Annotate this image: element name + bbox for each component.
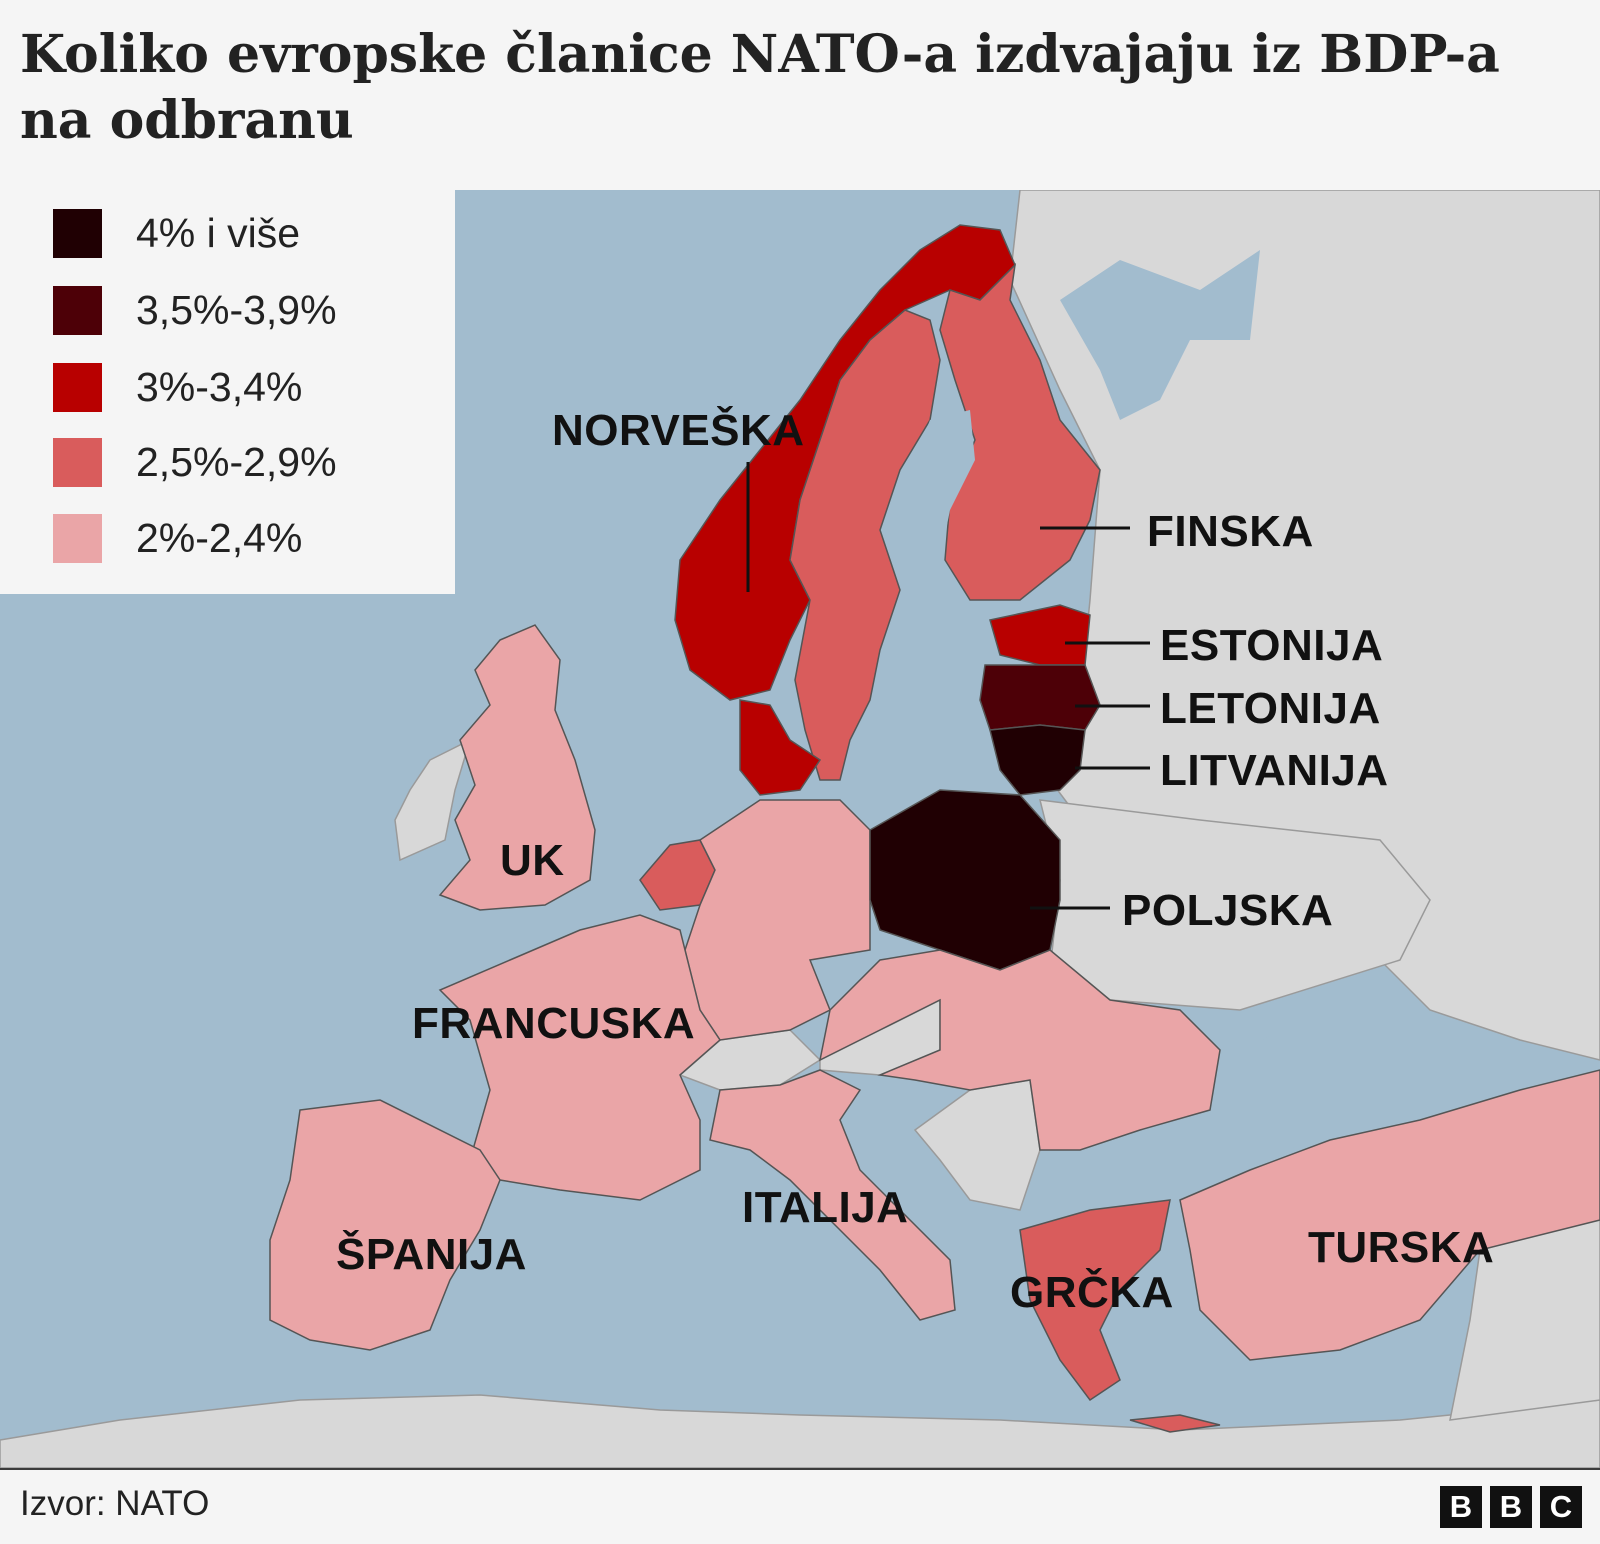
bbc-logo: B B C: [1440, 1486, 1582, 1528]
label-uk: UK: [500, 836, 565, 885]
label-lithuania: LITVANIJA: [1160, 746, 1389, 795]
country-spain: [269, 1099, 501, 1351]
country-turkey: [1179, 1069, 1600, 1361]
label-turkey: TURSKA: [1308, 1223, 1494, 1272]
legend-swatch: [53, 208, 102, 258]
country-lithuania: [989, 724, 1086, 796]
logo-block: B: [1440, 1486, 1482, 1528]
country-crete: [1129, 1414, 1221, 1433]
legend-label: 4% i više: [136, 209, 301, 256]
page-title: Koliko evropske članice NATO-a izdvajaju…: [20, 24, 1500, 151]
white-sea: [1060, 250, 1260, 420]
label-poland: POLJSKA: [1122, 886, 1333, 935]
legend-swatch: [53, 362, 102, 412]
country-greece: [1019, 1199, 1171, 1402]
logo-block: B: [1490, 1486, 1532, 1528]
label-france: FRANCUSKA: [412, 999, 695, 1048]
source-note: Izvor: NATO: [20, 1484, 210, 1523]
label-norway: NORVEŠKA: [552, 404, 805, 455]
label-greece: GRČKA: [1010, 1266, 1174, 1317]
country-france: [438, 914, 721, 1201]
country-czech-hungary-romania: [818, 949, 1221, 1151]
label-italy: ITALIJA: [742, 1183, 908, 1232]
country-labels: NORVEŠKA FINSKA ESTONIJA LETONIJA LITVAN…: [336, 404, 1494, 1317]
gulf-of-bothnia: [900, 410, 975, 590]
label-finland: FINSKA: [1147, 507, 1314, 556]
legend: 4% i više 3,5%-3,9% 3%-3,4% 2,5%-2,9% 2%…: [0, 190, 455, 594]
legend-item: 2%-2,4%: [53, 513, 302, 563]
label-estonia: ESTONIJA: [1160, 621, 1383, 670]
country-latvia: [979, 664, 1101, 731]
countries: [269, 224, 1600, 1433]
legend-label: 3,5%-3,9%: [136, 286, 337, 333]
leader-lines: [746, 462, 1150, 910]
label-spain: ŠPANIJA: [336, 1228, 527, 1279]
non-member-land: [0, 190, 1600, 1468]
map-svg: NORVEŠKA FINSKA ESTONIJA LETONIJA LITVAN…: [0, 190, 1600, 1468]
country-sweden: [789, 309, 941, 781]
legend-item: 3%-3,4%: [53, 362, 302, 412]
legend-swatch: [53, 285, 102, 335]
logo-block: C: [1540, 1486, 1582, 1528]
legend-label: 3%-3,4%: [136, 363, 303, 410]
legend-label: 2,5%-2,9%: [136, 438, 337, 485]
country-italy: [709, 1069, 956, 1321]
legend-swatch: [53, 513, 102, 563]
north-africa: [0, 1394, 1600, 1468]
country-uk: [438, 624, 596, 911]
legend-item: 2,5%-2,9%: [53, 437, 337, 487]
legend-item: 3,5%-3,9%: [53, 285, 337, 335]
legend-item: 4% i više: [53, 208, 300, 258]
legend-swatch: [53, 437, 102, 487]
country-denmark: [739, 699, 822, 796]
map: NORVEŠKA FINSKA ESTONIJA LETONIJA LITVAN…: [0, 190, 1600, 1468]
footer-divider: [0, 1468, 1600, 1470]
legend-label: 2%-2,4%: [136, 514, 303, 561]
label-latvia: LETONIJA: [1160, 684, 1381, 733]
